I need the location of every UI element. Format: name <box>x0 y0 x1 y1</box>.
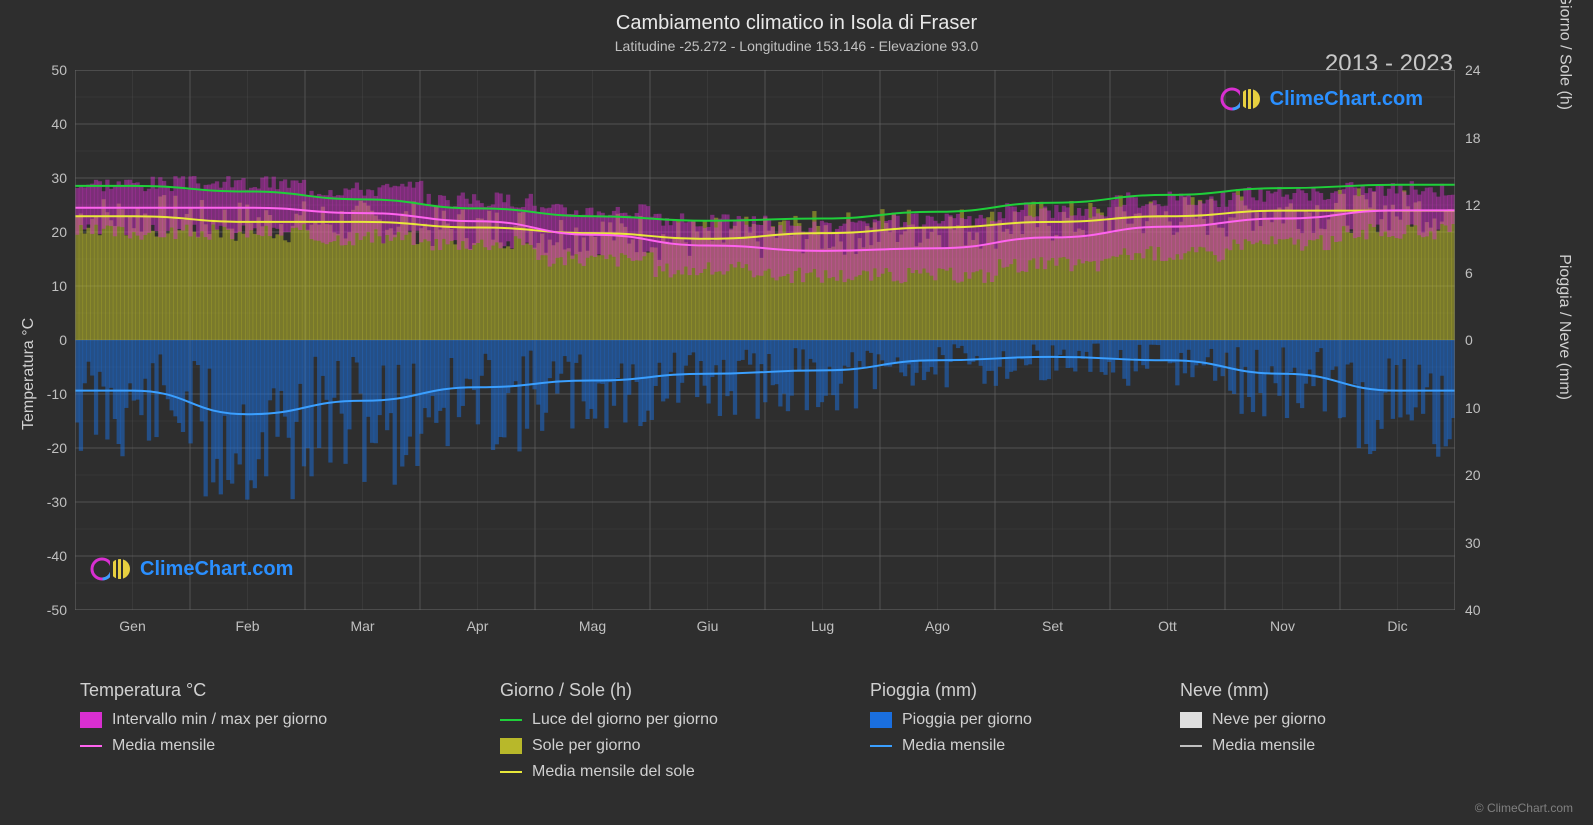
legend-item-label: Media mensile <box>902 737 1005 755</box>
legend-item: Intervallo min / max per giorno <box>80 711 380 729</box>
x-tick: Mag <box>573 618 613 634</box>
left-tick: -30 <box>47 494 67 510</box>
legend-group-title: Giorno / Sole (h) <box>500 680 800 701</box>
right-tick: 30 <box>1465 535 1481 551</box>
legend-item: Neve per giorno <box>1180 711 1480 729</box>
left-tick: 30 <box>51 170 67 186</box>
plot-area <box>75 70 1455 610</box>
legend-swatch-icon <box>870 712 892 728</box>
x-tick: Ago <box>918 618 958 634</box>
right-tick: 20 <box>1465 467 1481 483</box>
legend-group-title: Temperatura °C <box>80 680 380 701</box>
legend-swatch-icon <box>1180 712 1202 728</box>
x-tick: Mar <box>343 618 383 634</box>
legend-group-title: Neve (mm) <box>1180 680 1480 701</box>
legend-item-label: Pioggia per giorno <box>902 711 1032 729</box>
legend-group: Temperatura °C Intervallo min / max per g… <box>80 680 380 763</box>
legend-item-label: Sole per giorno <box>532 737 641 755</box>
legend-group-title: Pioggia (mm) <box>870 680 1170 701</box>
legend-item-label: Neve per giorno <box>1212 711 1326 729</box>
left-tick: 50 <box>51 62 67 78</box>
left-tick: 20 <box>51 224 67 240</box>
legend-group: Pioggia (mm) Pioggia per giorno Media mens… <box>870 680 1170 763</box>
x-tick: Apr <box>458 618 498 634</box>
left-tick: 40 <box>51 116 67 132</box>
left-tick: -50 <box>47 602 67 618</box>
legend-item-label: Intervallo min / max per giorno <box>112 711 327 729</box>
watermark-bottom: ClimeChart.com <box>90 555 293 583</box>
climechart-logo-icon <box>90 555 134 583</box>
legend-item: Sole per giorno <box>500 737 800 755</box>
right-tick: 6 <box>1465 265 1473 281</box>
right-tick: 12 <box>1465 197 1481 213</box>
legend-item: Luce del giorno per giorno <box>500 711 800 729</box>
x-tick: Lug <box>803 618 843 634</box>
x-tick: Feb <box>228 618 268 634</box>
right-tick: 40 <box>1465 602 1481 618</box>
right-tick: 24 <box>1465 62 1481 78</box>
legend-item: Media mensile <box>80 737 380 755</box>
watermark-top: ClimeChart.com <box>1220 85 1423 113</box>
climechart-logo-icon <box>1220 85 1264 113</box>
x-tick: Giu <box>688 618 728 634</box>
legend-item: Media mensile del sole <box>500 763 800 781</box>
legend-group: Giorno / Sole (h) Luce del giorno per gio… <box>500 680 800 789</box>
legend-item-label: Media mensile <box>112 737 215 755</box>
right-tick: 0 <box>1465 332 1473 348</box>
right-tick: 10 <box>1465 400 1481 416</box>
left-tick: -10 <box>47 386 67 402</box>
legend-line-icon <box>1180 745 1202 747</box>
left-tick: -40 <box>47 548 67 564</box>
left-tick: 10 <box>51 278 67 294</box>
legend-item-label: Media mensile <box>1212 737 1315 755</box>
legend-item-label: Luce del giorno per giorno <box>532 711 718 729</box>
legend-line-icon <box>500 771 522 773</box>
y-axis-left-label: Temperatura °C <box>20 318 38 430</box>
legend-item: Media mensile <box>870 737 1170 755</box>
y-axis-right-bottom-label: Pioggia / Neve (mm) <box>1555 254 1573 400</box>
chart-title: Cambiamento climatico in Isola di Fraser <box>0 12 1593 35</box>
x-tick: Gen <box>113 618 153 634</box>
x-tick: Set <box>1033 618 1073 634</box>
right-tick: 18 <box>1465 130 1481 146</box>
copyright: © ClimeChart.com <box>1475 801 1573 815</box>
x-tick: Nov <box>1263 618 1303 634</box>
legend-swatch-icon <box>80 712 102 728</box>
x-tick: Ott <box>1148 618 1188 634</box>
y-axis-right-top-label: Giorno / Sole (h) <box>1555 0 1573 110</box>
legend-item: Media mensile <box>1180 737 1480 755</box>
legend-group: Neve (mm) Neve per giorno Media mensile <box>1180 680 1480 763</box>
legend-item-label: Media mensile del sole <box>532 763 695 781</box>
legend-line-icon <box>500 719 522 721</box>
legend-line-icon <box>870 745 892 747</box>
legend-swatch-icon <box>500 738 522 754</box>
left-tick: -20 <box>47 440 67 456</box>
x-tick: Dic <box>1378 618 1418 634</box>
climate-chart: Cambiamento climatico in Isola di Fraser… <box>0 0 1593 825</box>
legend-item: Pioggia per giorno <box>870 711 1170 729</box>
watermark-text: ClimeChart.com <box>140 558 293 581</box>
left-tick: 0 <box>59 332 67 348</box>
legend-line-icon <box>80 745 102 747</box>
watermark-text: ClimeChart.com <box>1270 88 1423 111</box>
